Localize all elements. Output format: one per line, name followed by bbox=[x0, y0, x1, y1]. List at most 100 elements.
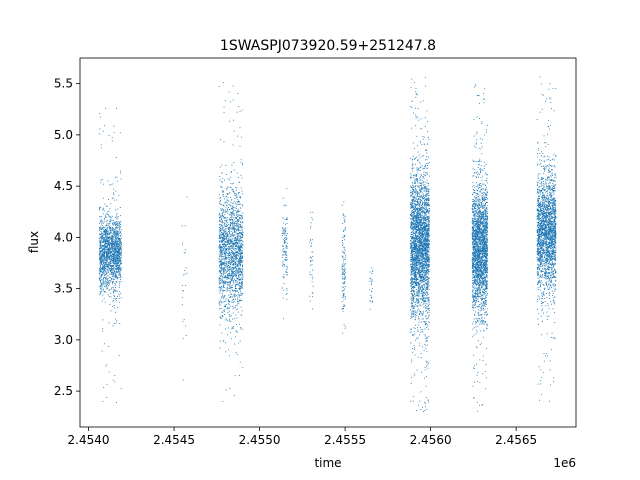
data-point bbox=[240, 246, 242, 248]
data-point bbox=[428, 219, 430, 221]
data-point bbox=[235, 203, 237, 205]
data-point bbox=[424, 223, 425, 225]
data-point bbox=[220, 276, 222, 278]
data-point bbox=[115, 190, 117, 192]
data-point bbox=[221, 269, 223, 271]
data-point bbox=[119, 264, 121, 265]
data-point bbox=[286, 245, 288, 247]
data-point bbox=[220, 234, 222, 235]
data-point bbox=[411, 249, 412, 251]
data-point bbox=[107, 256, 108, 258]
data-point bbox=[285, 228, 287, 229]
data-point bbox=[281, 264, 283, 266]
data-point bbox=[108, 236, 110, 238]
data-point bbox=[237, 260, 239, 261]
data-point bbox=[226, 199, 228, 201]
data-point bbox=[100, 245, 102, 247]
data-point bbox=[116, 214, 117, 216]
data-point bbox=[115, 225, 116, 226]
data-point bbox=[115, 239, 117, 241]
data-point bbox=[117, 277, 119, 278]
data-point bbox=[228, 91, 230, 93]
data-point bbox=[109, 255, 111, 257]
data-point bbox=[283, 250, 285, 252]
data-point bbox=[342, 295, 344, 297]
data-point bbox=[342, 294, 344, 296]
data-point bbox=[227, 222, 229, 224]
data-point bbox=[239, 254, 241, 256]
data-point bbox=[371, 290, 373, 292]
data-point bbox=[236, 255, 238, 256]
data-point bbox=[218, 214, 220, 216]
data-point bbox=[423, 231, 425, 233]
data-point bbox=[412, 248, 414, 250]
data-point bbox=[119, 242, 120, 244]
data-point bbox=[221, 282, 223, 284]
data-point bbox=[240, 196, 241, 198]
data-point bbox=[99, 255, 101, 257]
data-point bbox=[225, 276, 227, 278]
data-point bbox=[424, 262, 426, 264]
data-point bbox=[420, 230, 422, 232]
data-point bbox=[236, 283, 238, 285]
data-point bbox=[104, 239, 106, 241]
data-point bbox=[114, 199, 115, 201]
data-point bbox=[119, 253, 120, 255]
data-point bbox=[101, 261, 103, 263]
data-point bbox=[421, 155, 423, 157]
data-point bbox=[425, 282, 427, 284]
data-point bbox=[232, 188, 233, 190]
data-point bbox=[118, 240, 120, 242]
data-point bbox=[112, 229, 114, 231]
data-point bbox=[99, 240, 101, 242]
data-point bbox=[227, 224, 229, 226]
data-point bbox=[120, 276, 122, 278]
data-point bbox=[229, 355, 230, 357]
data-point bbox=[108, 242, 110, 244]
data-point bbox=[101, 250, 102, 251]
data-point bbox=[426, 110, 428, 112]
data-point bbox=[428, 322, 430, 323]
data-point bbox=[424, 174, 426, 176]
data-point bbox=[234, 238, 236, 240]
data-point bbox=[231, 278, 233, 280]
data-point bbox=[106, 252, 108, 254]
data-point bbox=[113, 253, 115, 254]
data-point bbox=[240, 249, 242, 251]
data-point bbox=[286, 266, 288, 268]
data-point bbox=[286, 219, 287, 220]
data-point bbox=[108, 263, 110, 265]
data-point bbox=[239, 235, 240, 237]
data-point bbox=[410, 174, 412, 176]
data-point bbox=[284, 240, 286, 242]
data-point bbox=[108, 223, 109, 225]
data-point bbox=[411, 224, 413, 226]
data-point bbox=[428, 321, 430, 323]
data-point bbox=[282, 227, 284, 229]
data-point bbox=[420, 280, 422, 282]
data-point bbox=[422, 222, 424, 224]
data-point bbox=[227, 212, 229, 214]
data-point bbox=[428, 399, 430, 401]
data-point bbox=[219, 241, 220, 243]
data-point bbox=[107, 282, 109, 284]
data-point bbox=[232, 224, 234, 226]
data-point bbox=[423, 287, 425, 289]
data-point bbox=[218, 257, 220, 259]
data-point bbox=[219, 277, 221, 279]
data-point bbox=[111, 228, 113, 230]
data-point bbox=[421, 260, 423, 262]
data-point bbox=[102, 237, 103, 239]
data-point bbox=[410, 196, 412, 198]
data-point bbox=[101, 284, 102, 286]
data-point bbox=[232, 263, 234, 265]
data-point bbox=[421, 195, 423, 197]
data-point bbox=[238, 200, 240, 202]
data-point bbox=[110, 280, 112, 282]
data-point bbox=[231, 259, 233, 261]
data-point bbox=[112, 224, 114, 225]
data-point bbox=[118, 355, 120, 356]
data-point bbox=[220, 260, 222, 262]
data-point bbox=[99, 258, 100, 260]
data-point bbox=[99, 238, 100, 240]
